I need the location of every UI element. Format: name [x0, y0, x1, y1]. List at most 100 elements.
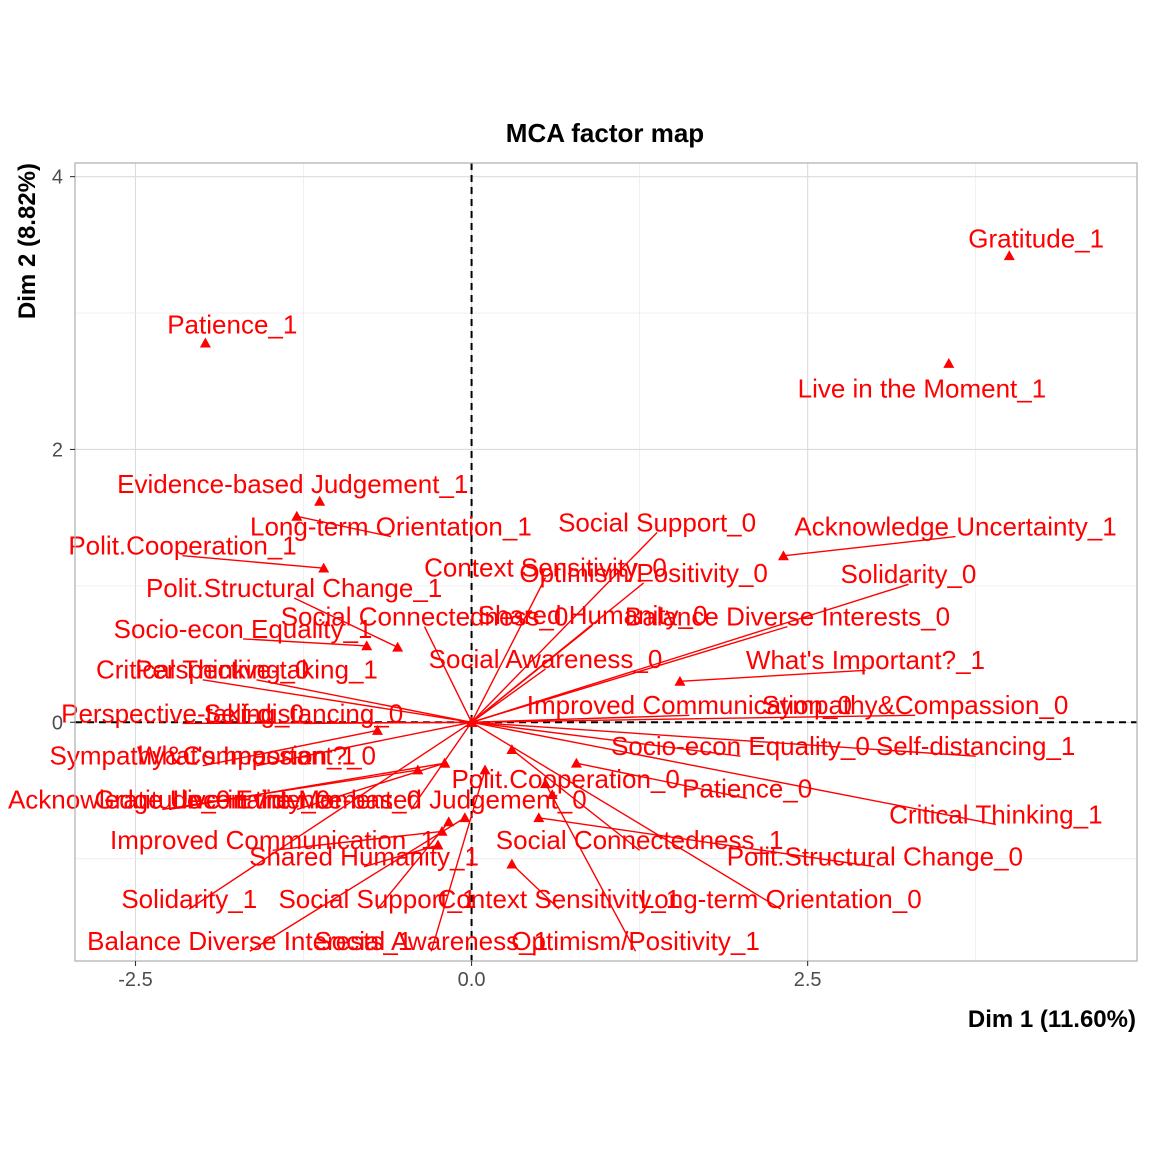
label-segment-balance-diverse-interests-0 [471, 625, 788, 723]
point-sympathy-compassion-1 [371, 724, 383, 735]
x-axis-title: Dim 1 (11.60%) [968, 1006, 1136, 1033]
label-social-support-0: Social Support_0 [558, 507, 756, 537]
point-polit-structural-change-0 [533, 812, 545, 823]
point-live-in-the-moment-0 [439, 757, 451, 768]
point-gratitude-0 [412, 764, 424, 775]
label-segment-critical-thinking-1 [471, 721, 996, 826]
label-patience-1: Patience_1 [167, 310, 297, 340]
point-acknowledge-uncertainty-1 [777, 550, 789, 561]
label-social-awareness-1: Social Awareness_1 [314, 926, 548, 956]
label-social-support-1: Social Support_1 [278, 884, 476, 914]
label-segments [162, 515, 996, 952]
point-context-sensitivity-1 [506, 858, 518, 869]
label-segment-balance-diverse-interests-1 [249, 817, 466, 952]
label-socio-econ-equality-1: Socio-econ Equality_1 [114, 614, 373, 644]
label-sympathy-compassion-0: Sympathy&Compassion_0 [762, 690, 1068, 720]
label-socio-econ-equality-0: Socio-econ Equality_0 [611, 731, 870, 761]
label-patience-0: Patience_0 [682, 773, 812, 803]
label-solidarity-0: Solidarity_0 [841, 559, 977, 589]
label-segment-sympathy-compassion-1 [202, 729, 378, 767]
point-long-term-orientation-0 [466, 716, 478, 727]
chart-title: MCA factor map [506, 118, 704, 148]
label-social-connectedness-1: Social Connectedness_1 [496, 825, 784, 855]
point-polit-cooperation-1 [318, 562, 330, 573]
label-segment-long-term-orientation-1 [296, 515, 392, 538]
label-polit-cooperation-0: Polit.Cooperation_0 [451, 764, 679, 794]
label-segment-social-support-1 [376, 821, 450, 910]
point-social-awareness-1 [479, 764, 491, 775]
label-live-in-the-moment-0: Live in the Moment_0 [173, 784, 422, 814]
label-segment-shared-humanity-1 [363, 844, 439, 868]
label-self-distancing-1: Self-distancing_1 [876, 731, 1075, 761]
label-segment-self-distancing-0 [303, 721, 472, 725]
point-polit-cooperation-0 [546, 789, 558, 799]
x-tick-label: 0.0 [458, 969, 486, 991]
reference-lines [75, 163, 1137, 961]
x-axis-ticks: -2.5 0.0 2.5 [118, 961, 822, 991]
label-shared-humanity-1: Shared Humanity_1 [249, 842, 479, 872]
x-tick-label: -2.5 [118, 969, 152, 991]
label-segment-socio-econ-equality-0 [471, 721, 741, 757]
label-improved-communication-0: Improved Communication_0 [527, 690, 852, 720]
panel-border [74, 162, 1138, 962]
label-social-connectedness-0: Social Connectedness_0 [281, 601, 569, 631]
label-segment-polit-cooperation-1 [182, 554, 324, 569]
point-long-term-orientation-1 [291, 510, 303, 521]
y-tick-label: 2 [52, 439, 63, 461]
label-segment-context-sensitivity-1 [511, 863, 560, 910]
label-optimism-positivity-1: Optimism/Positivity_1 [511, 926, 760, 956]
label-segment-socio-econ-equality-1 [242, 638, 367, 647]
label-segment-social-connectedness-0 [423, 626, 473, 723]
label-acknowledge-uncertainty-1: Acknowledge Uncertainty_1 [794, 511, 1116, 541]
y-axis-ticks: 0 2 4 [52, 167, 75, 734]
point-evidence-based-judgement-1 [314, 495, 326, 506]
label-segment-polit-structural-change-1 [293, 597, 398, 648]
label-segment-improved-communication-1 [272, 830, 443, 852]
y-axis-title: Dim 2 (8.82%) [14, 163, 41, 319]
point-labels: Gratitude_1 Patience_1 Live in the Moment_… [8, 224, 1117, 957]
point-optimism-positivity-1 [540, 778, 552, 789]
label-segment-what-s-important-0 [256, 721, 472, 767]
label-segment-perspective-taking-1 [256, 679, 472, 723]
label-perspective-taking-0: Perspective-taking_0 [61, 698, 304, 728]
y-tick-label: 0 [52, 712, 63, 734]
point-improved-communication-1 [436, 825, 448, 836]
label-segment-what-s-important-1 [679, 669, 866, 683]
point-live-in-the-moment-1 [943, 358, 955, 368]
label-segment-self-distancing-1 [471, 721, 976, 757]
label-gratitude-1: Gratitude_1 [968, 224, 1104, 254]
point-balance-diverse-interests-1 [459, 812, 471, 823]
point-patience-0 [570, 757, 582, 768]
point-gratitude-1 [1003, 250, 1015, 261]
label-what-s-important-0: What's Important?_0 [137, 741, 376, 771]
label-segment-shared-humanity-0 [471, 624, 593, 723]
label-segment-social-awareness-1 [430, 769, 486, 952]
label-critical-thinking-1: Critical Thinking_1 [889, 799, 1102, 829]
label-evidence-based-judgement-0: Evidence-based Judgement_0 [235, 784, 586, 814]
label-segment-solidarity-1 [188, 721, 472, 910]
label-gratitude-0: Gratitude_0 [94, 784, 230, 814]
label-long-term-orientation-1: Long-term Orientation_1 [250, 511, 532, 541]
label-balance-diverse-interests-1: Balance Diverse Interests_1 [87, 926, 412, 956]
label-polit-cooperation-1: Polit.Cooperation_1 [68, 531, 296, 561]
label-segment-social-awareness-0 [471, 668, 546, 723]
label-segment-critical-thinking-0 [202, 679, 472, 723]
label-segment-context-sensitivity-0 [470, 577, 547, 723]
label-sympathy-compassion-1: Sympathy&Compassion_1 [50, 741, 356, 771]
label-polit-structural-change-1: Polit.Structural Change_1 [146, 573, 442, 603]
label-context-sensitivity-1: Context Sensitivity_1 [438, 884, 681, 914]
point-polit-structural-change-1 [392, 641, 404, 652]
label-segment-long-term-orientation-0 [471, 721, 782, 910]
label-segment-polit-structural-change-0 [538, 817, 875, 868]
label-evidence-based-judgement-1: Evidence-based Judgement_1 [117, 469, 468, 499]
label-social-awareness-0: Social Awareness_0 [429, 644, 663, 674]
label-segment-sympathy-compassion-0 [471, 714, 916, 723]
x-tick-label: 2.5 [794, 969, 822, 991]
point-what-s-important-1 [674, 675, 686, 686]
label-acknowledge-uncertainty-0: Acknowledge Uncertainty_0 [8, 784, 330, 814]
label-segment-optimism-positivity-1 [544, 783, 637, 952]
label-segment-acknowledge-uncertainty-1 [783, 535, 956, 557]
label-perspective-taking-1: Perspective-taking_1 [135, 655, 378, 685]
